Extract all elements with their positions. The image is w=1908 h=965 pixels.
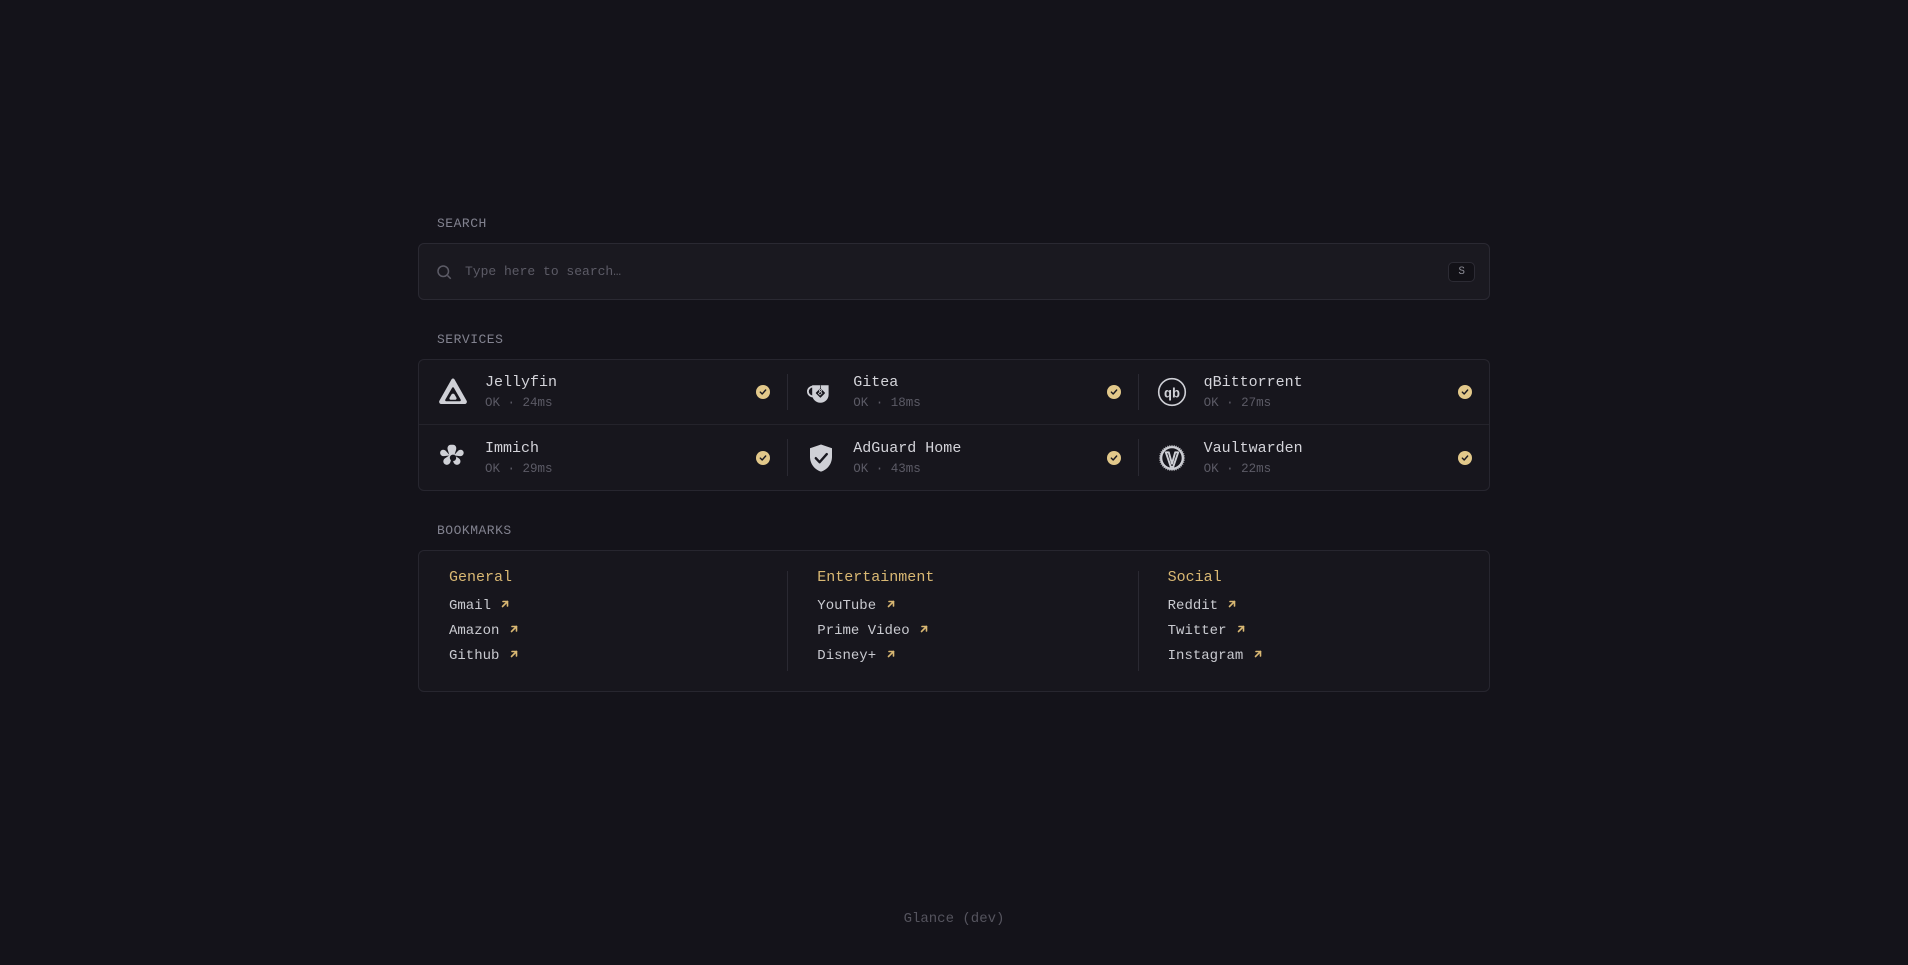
svg-text:qb: qb: [1164, 387, 1180, 402]
